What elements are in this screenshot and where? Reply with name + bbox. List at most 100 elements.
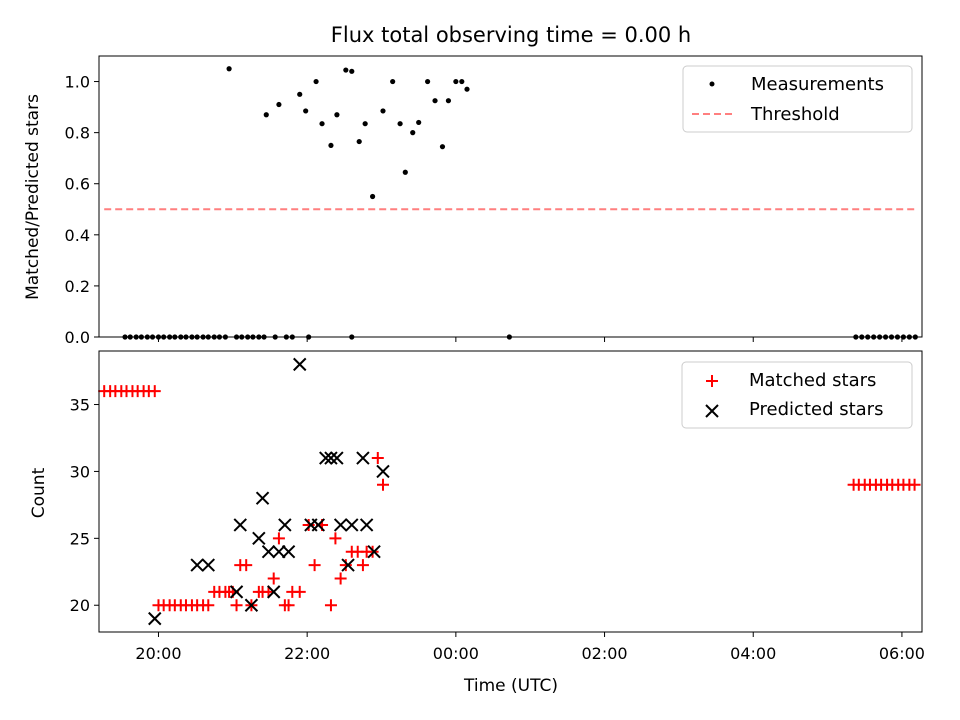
top-legend: Measurements Threshold [682, 65, 913, 133]
predicted-stars-point [261, 545, 276, 559]
predicted-stars-point [201, 558, 215, 572]
matched-stars-point [324, 599, 337, 612]
predicted-stars-point [190, 558, 204, 572]
bottom-y-tick-label: 20 [70, 596, 90, 615]
matched-stars-point [356, 559, 369, 572]
predicted-stars-point [293, 357, 307, 372]
matched-stars-point [308, 559, 321, 572]
measurement-point [319, 121, 325, 127]
matched-stars-point [148, 385, 161, 398]
top-y-tick-label: 0.8 [65, 124, 90, 143]
predicted-stars-point [356, 451, 370, 465]
measurement-point [425, 78, 431, 85]
bottom-y-tick-label: 35 [70, 396, 90, 415]
matched-stars-point [240, 559, 253, 572]
measurement-point [297, 91, 303, 97]
predicted-stars-point [319, 451, 333, 465]
measurement-point [369, 193, 376, 200]
legend-threshold-label: Threshold [750, 104, 840, 125]
x-tick-label: 22:00 [284, 644, 330, 663]
predicted-stars-point [333, 518, 348, 532]
matched-stars-point [272, 532, 285, 545]
measurement-point [402, 169, 408, 175]
measurement-point [380, 108, 386, 114]
bottom-legend-box [681, 361, 913, 429]
measurement-point [432, 98, 438, 104]
matched-stars-point [908, 478, 921, 491]
top-y-axis-label: Matched/Predicted stars [23, 94, 43, 300]
predicted-stars-point [267, 585, 281, 599]
matched-stars-point [293, 585, 306, 598]
predicted-stars-point [272, 545, 286, 559]
matched-stars-point [230, 599, 243, 612]
measurement-point [416, 119, 422, 126]
measurement-point [397, 121, 403, 127]
matched-stars-point [329, 532, 342, 545]
legend-matched-marker [706, 375, 718, 387]
predicted-stars-point [229, 585, 244, 599]
measurement-point [343, 67, 349, 73]
predicted-stars-point [324, 451, 338, 465]
measurement-point [349, 68, 355, 74]
x-tick-label: 20:00 [135, 644, 181, 663]
bottom-axes-frame [98, 350, 923, 633]
measurement-point [439, 144, 446, 150]
predicted-stars-point [330, 451, 344, 465]
measurement-point [464, 86, 470, 92]
matched-stars-point [376, 478, 389, 491]
predicted-stars-point [148, 611, 162, 626]
predicted-stars-point [233, 518, 247, 532]
measurement-point [303, 108, 309, 114]
top-legend-box [682, 65, 913, 133]
bottom-plot-area: 20 25 30 35 20:00 22:00 00:00 02:00 04:00 06:00 [70, 350, 925, 663]
x-tick-label: 06:00 [879, 644, 925, 663]
legend-predicted-label: Predicted stars [749, 399, 883, 420]
measurement-point [226, 66, 232, 72]
top-y-tick-label: 0.4 [65, 226, 90, 245]
x-tick-label: 00:00 [433, 644, 479, 663]
top-y-tick-label: 0.0 [65, 328, 90, 347]
matched-stars-point [366, 545, 379, 558]
top-chart-title: Flux total observing time = 0.00 h [331, 23, 691, 47]
bottom-y-axis-label: Count [29, 467, 49, 518]
measurement-point [334, 112, 340, 118]
matched-stars-point [371, 452, 384, 465]
matched-stars-point [339, 559, 352, 572]
predicted-stars-point [341, 558, 355, 572]
measurement-point [390, 78, 396, 85]
predicted-stars-point [278, 518, 292, 532]
predicted-stars-point [359, 518, 374, 532]
matched-stars-point [267, 572, 280, 585]
measurement-point [410, 130, 416, 136]
predicted-stars-point [255, 491, 270, 505]
matched-stars-point [282, 599, 295, 612]
x-axis-label: Time (UTC) [463, 676, 558, 696]
predicted-stars-point [252, 531, 266, 546]
legend-measurements-marker [709, 81, 715, 87]
legend-predicted-marker [705, 404, 719, 418]
bottom-y-tick-label: 30 [70, 462, 90, 481]
bottom-legend: Matched stars Predicted stars [681, 361, 913, 429]
top-plot-area: 0.0 0.2 0.4 0.6 0.8 1.0 [65, 55, 923, 347]
measurement-point [453, 78, 459, 85]
predicted-stars-point [281, 545, 296, 559]
legend-measurements-label: Measurements [751, 74, 884, 95]
matched-stars-point [334, 572, 347, 585]
predicted-stars-point [244, 598, 259, 612]
predicted-stars-point [367, 545, 381, 559]
x-tick-label: 02:00 [581, 644, 627, 663]
matched-stars-point [202, 599, 215, 612]
top-y-tick-label: 1.0 [65, 73, 90, 92]
top-axes-frame [98, 55, 923, 338]
predicted-stars-point [345, 518, 359, 532]
measurement-point [362, 121, 368, 127]
top-y-tick-label: 0.6 [65, 175, 90, 194]
top-y-tick-label: 0.2 [65, 277, 90, 296]
measurement-point [328, 142, 334, 149]
measurement-point [313, 78, 319, 85]
measurement-point [356, 138, 362, 145]
measurement-point [263, 112, 269, 118]
measurement-point [459, 78, 465, 85]
x-tick-label: 04:00 [730, 644, 776, 663]
